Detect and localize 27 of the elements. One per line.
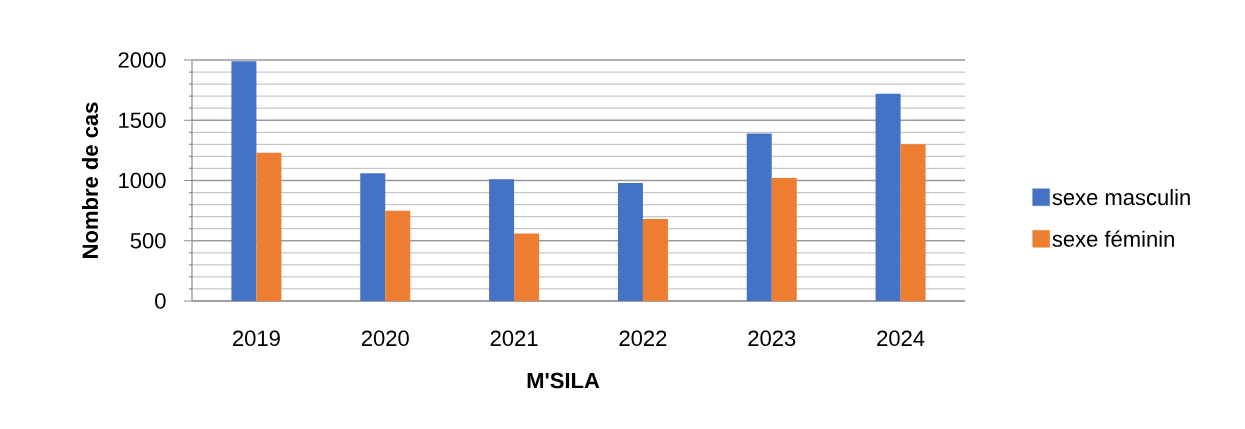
y-tick-label: 1000 xyxy=(119,172,166,189)
y-tick-label: 1500 xyxy=(119,112,166,129)
bar xyxy=(771,178,797,301)
x-tick-label: 2022 xyxy=(619,330,667,347)
bar xyxy=(360,173,386,301)
y-tick-label: 2000 xyxy=(118,52,166,68)
bar xyxy=(642,219,668,301)
bar xyxy=(875,93,901,301)
x-tick-label: 2019 xyxy=(233,330,280,347)
bar xyxy=(617,182,643,301)
bar xyxy=(746,133,772,301)
legend-label: sexe masculin xyxy=(1052,189,1190,206)
bar xyxy=(900,144,926,301)
y-axis-title: Nombre de cas xyxy=(81,102,99,258)
bar xyxy=(256,152,282,301)
x-tick-label: 2024 xyxy=(877,330,925,347)
bar xyxy=(489,179,515,301)
bar xyxy=(231,61,257,301)
y-tick-label: 500 xyxy=(130,232,166,249)
bar xyxy=(514,233,540,301)
x-tick-label: 2023 xyxy=(748,330,796,347)
bar xyxy=(385,210,411,301)
x-axis-title: M'SILA xyxy=(527,372,600,389)
x-tick-label: 2020 xyxy=(361,330,409,347)
legend-label: sexe féminin xyxy=(1052,230,1174,247)
y-tick-label: 0 xyxy=(155,293,166,309)
x-tick-label: 2021 xyxy=(490,330,538,347)
